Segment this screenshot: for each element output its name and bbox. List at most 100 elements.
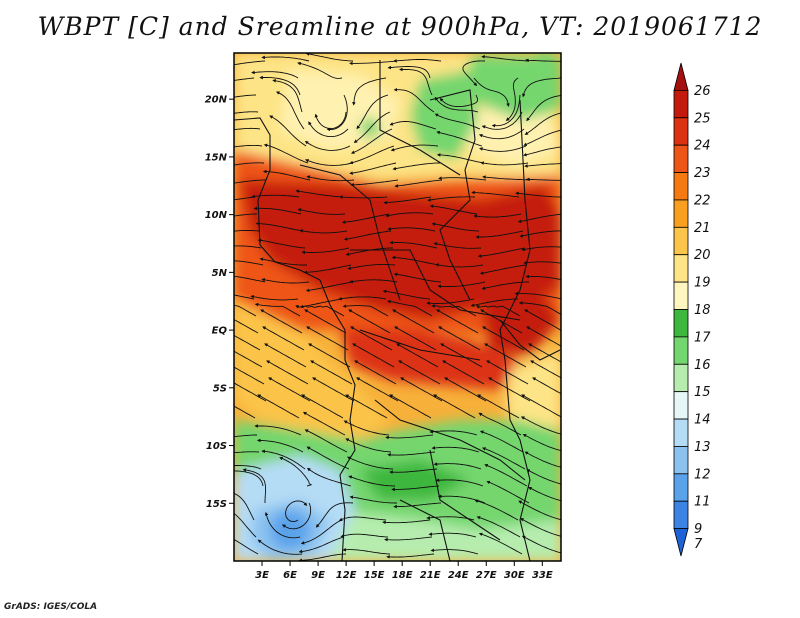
- streamline: [522, 77, 561, 98]
- streamline: [342, 304, 389, 317]
- streamline: [298, 536, 345, 554]
- colorbar-swatch: [673, 254, 689, 283]
- streamline: [486, 480, 530, 504]
- streamline: [385, 212, 434, 218]
- colorbar-swatch: [673, 336, 689, 365]
- streamline: [479, 430, 524, 453]
- streamline: [475, 230, 524, 239]
- streamline: [470, 298, 518, 307]
- lon-tick-label: 30E: [504, 570, 525, 581]
- streamline: [392, 162, 440, 171]
- streamline: [477, 394, 520, 419]
- streamline: [234, 512, 257, 538]
- streamline: [304, 309, 347, 334]
- streamline: [433, 394, 476, 419]
- streamline: [426, 298, 475, 305]
- lon-tick-label: 24E: [448, 570, 469, 581]
- streamline: [442, 360, 485, 385]
- streamline: [343, 420, 390, 436]
- streamline: [525, 58, 561, 63]
- streamline: [530, 360, 561, 379]
- streamline: [256, 438, 304, 453]
- streamline: [234, 230, 260, 232]
- streamline: [234, 492, 255, 521]
- colorbar-label: 12: [694, 467, 711, 482]
- streamline: [382, 289, 431, 300]
- streamline: [266, 360, 309, 385]
- streamline: [349, 162, 397, 175]
- streamline: [295, 189, 344, 198]
- streamline: [301, 247, 350, 255]
- colorbar-swatch: [673, 226, 689, 256]
- streamline: [356, 94, 389, 130]
- streamline: [476, 516, 521, 538]
- streamline: [306, 446, 350, 470]
- streamline: [505, 77, 519, 121]
- streamline: [305, 281, 354, 293]
- streamline: [471, 190, 520, 198]
- lat-tick-label: 15N: [205, 152, 228, 163]
- streamline: [394, 326, 437, 351]
- streamline: [526, 177, 561, 182]
- streamline: [254, 424, 302, 436]
- streamline: [394, 179, 443, 188]
- streamline: [389, 121, 437, 130]
- streamline: [352, 343, 395, 368]
- streamline: [304, 140, 351, 151]
- streamline: [389, 240, 438, 249]
- streamline: [261, 55, 310, 62]
- lon-tick-label: 18E: [392, 570, 413, 581]
- streamline: [352, 77, 387, 106]
- streamline: [234, 245, 262, 249]
- streamline: [234, 196, 256, 201]
- streamline: [482, 447, 526, 470]
- colorbar-swatch: [673, 117, 689, 146]
- streamline: [234, 294, 255, 300]
- colorbar-swatch: [673, 418, 689, 447]
- lon-tick-label: 9E: [311, 570, 325, 581]
- streamline: [257, 238, 306, 249]
- streamline: [438, 176, 487, 181]
- colorbar-label: 18: [694, 303, 711, 318]
- streamline: [349, 145, 395, 165]
- streamline: [253, 206, 302, 215]
- streamline: [477, 247, 526, 258]
- streamline: [260, 309, 303, 334]
- streamline: [473, 77, 510, 107]
- streamline: [234, 127, 261, 131]
- streamline: [434, 113, 481, 130]
- colorbar-label: 13: [694, 440, 711, 455]
- streamline: [257, 394, 300, 419]
- streamline: [339, 195, 388, 199]
- colorbar-label: 20: [694, 248, 711, 263]
- streamline: [341, 213, 390, 224]
- streamline: [257, 539, 303, 555]
- streamline: [491, 94, 521, 128]
- streamline: [521, 246, 561, 252]
- streamline: [473, 213, 522, 218]
- streamline: [272, 79, 303, 113]
- latitude-axis: 20N 15N 10N 5N EQ 5S 10S 15S: [205, 95, 234, 510]
- streamline: [387, 451, 436, 457]
- streamline: [514, 291, 561, 300]
- streamline: [437, 281, 486, 289]
- streamline: [308, 343, 351, 368]
- streamline: [387, 299, 433, 317]
- streamline: [285, 500, 308, 523]
- streamline: [429, 429, 478, 436]
- streamline: [269, 115, 307, 147]
- streamline: [302, 411, 346, 436]
- streamline: [305, 159, 353, 166]
- colorbar-swatch: [673, 528, 689, 557]
- colorbar-label: 7: [694, 537, 703, 552]
- streamline: [484, 463, 528, 487]
- streamline: [523, 260, 561, 265]
- lon-tick-label: 6E: [283, 570, 297, 581]
- lon-tick-label: 12E: [336, 570, 357, 581]
- streamline: [234, 60, 266, 66]
- streamline: [385, 434, 434, 440]
- colorbar-swatch: [673, 500, 689, 530]
- streamline: [259, 75, 301, 96]
- streamline: [482, 326, 525, 351]
- streamline: [261, 449, 306, 470]
